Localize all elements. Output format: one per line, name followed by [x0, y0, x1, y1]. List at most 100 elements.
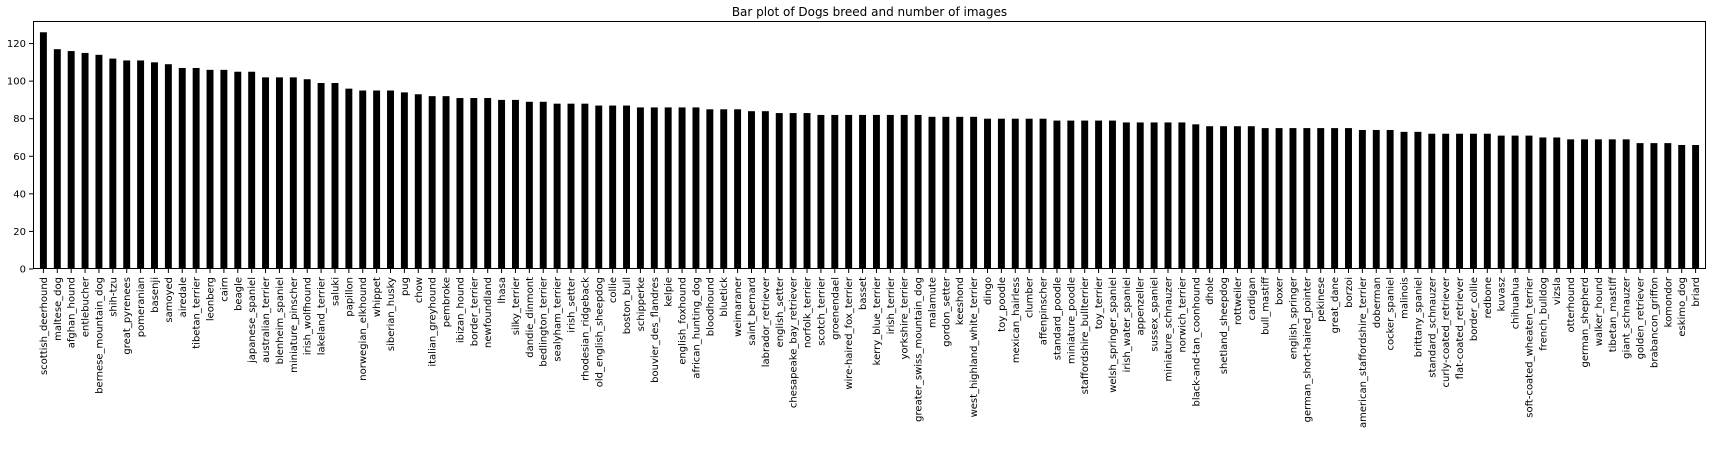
- x-tick-label: komondor: [1663, 276, 1674, 327]
- bar-flat-coated_retriever: [1456, 133, 1464, 269]
- bar-toy_poodle: [997, 118, 1005, 269]
- bar-standard_poodle: [1053, 120, 1061, 269]
- x-tick-label: cairn: [219, 277, 230, 302]
- bar-miniature_poodle: [1067, 120, 1075, 269]
- x-tick-label: border_collie: [1469, 277, 1480, 341]
- bar-lhasa: [498, 99, 506, 269]
- x-tick-label: black-and-tan_coonhound: [1191, 277, 1202, 407]
- x-tick-label: beagle: [233, 277, 244, 311]
- bar-vizsla: [1553, 137, 1561, 269]
- bar-collie: [609, 105, 617, 269]
- bar-groenendael: [831, 114, 839, 269]
- x-tick-label: australian_terrier: [261, 276, 272, 363]
- x-tick-label: eskimo_dog: [1677, 277, 1688, 337]
- bar-italian_greyhound: [428, 96, 436, 270]
- x-tick-label: irish_water_spaniel: [1122, 277, 1133, 372]
- bar-miniature_schnauzer: [1164, 122, 1172, 269]
- x-tick-label: labrador_retriever: [761, 276, 772, 367]
- x-tick-label: bloodhound: [705, 277, 716, 336]
- bar-entlebucher: [81, 52, 89, 269]
- x-tick-label: west_highland_white_terrier: [969, 276, 980, 417]
- bar-clumber: [1025, 118, 1033, 269]
- x-tick-label: chesapeake_bay_retriever: [789, 276, 800, 408]
- y-tick-label: 60: [13, 152, 26, 163]
- bar-blenheim_spaniel: [275, 77, 283, 269]
- bar-samoyed: [164, 64, 172, 270]
- x-tick-label: whippet: [372, 277, 383, 317]
- bar-bouvier_des_flandres: [650, 107, 658, 269]
- bar-african_hunting_dog: [692, 107, 700, 269]
- x-tick-label: irish_terrier: [886, 276, 897, 334]
- x-tick-label: border_terrier: [469, 276, 480, 346]
- bar-chesapeake_bay_retriever: [789, 113, 797, 269]
- x-tick-label: briard: [1691, 277, 1702, 307]
- x-tick-label: newfoundland: [483, 277, 494, 348]
- x-tick-label: standard_poodle: [1052, 277, 1063, 360]
- bar-soft-coated_wheaten_terrier: [1525, 135, 1533, 269]
- x-tick-label: malinois: [1400, 277, 1411, 319]
- bar-english_setter: [775, 113, 783, 269]
- bar-bernese_mountain_dog: [95, 54, 103, 269]
- x-tick-label: shetland_sheepdog: [1219, 277, 1230, 374]
- y-tick-label: 120: [7, 39, 26, 50]
- x-tick-label: silky_terrier: [511, 276, 522, 335]
- bar-papillon: [345, 88, 353, 269]
- x-tick-label: dingo: [983, 277, 994, 305]
- x-tick-label: african_hunting_dog: [691, 277, 702, 379]
- bar-pembroke: [442, 96, 450, 270]
- bar-curly-coated_retriever: [1442, 133, 1450, 269]
- x-tick-label: dandie_dinmont: [525, 277, 536, 358]
- x-tick-label: greater_swiss_mountain_dog: [914, 277, 925, 422]
- bars-group: [39, 32, 1700, 270]
- bar-tibetan_terrier: [192, 67, 200, 269]
- x-tick-label: weimaraner: [733, 276, 744, 337]
- bar-german_short-haired_pointer: [1303, 128, 1311, 269]
- bar-lakeland_terrier: [317, 83, 325, 269]
- bar-bedlington_terrier: [539, 101, 547, 269]
- x-tick-label: bedlington_terrier: [539, 276, 550, 367]
- bar-weimaraner: [734, 109, 742, 269]
- bar-mexican_hairless: [1011, 118, 1019, 269]
- x-tick-label: boxer: [1275, 276, 1286, 305]
- x-tick-label: irish_setter: [566, 276, 577, 333]
- x-tick-label: english_springer: [1288, 276, 1299, 359]
- bar-saluki: [331, 83, 339, 269]
- bar-rottweiler: [1233, 126, 1241, 270]
- bar-basset: [859, 114, 867, 269]
- x-tick-label: sealyham_terrier: [553, 276, 564, 361]
- x-tick-label: shih-tzu: [108, 277, 119, 317]
- bar-black-and-tan_coonhound: [1192, 124, 1200, 269]
- bar-shetland_sheepdog: [1220, 126, 1228, 270]
- x-tick-label: norfolk_terrier: [803, 276, 814, 348]
- bar-english_springer: [1289, 128, 1297, 269]
- bar-pug: [400, 92, 408, 269]
- x-tick-label: saint_bernard: [747, 277, 758, 346]
- x-tick-label: basset: [858, 277, 869, 310]
- bar-american_staffordshire_terrier: [1358, 129, 1366, 269]
- bar-saint_bernard: [748, 111, 755, 270]
- bar-basenji: [151, 62, 158, 269]
- bar-cocker_spaniel: [1386, 129, 1394, 269]
- bar-irish_water_spaniel: [1122, 122, 1130, 269]
- bar-affenpinscher: [1039, 118, 1047, 269]
- bar-border_terrier: [470, 98, 478, 269]
- x-tick-label: ibizan_hound: [455, 277, 466, 343]
- x-tick-label: walker_hound: [1594, 277, 1605, 346]
- bar-malamute: [928, 116, 936, 269]
- bar-beagle: [234, 71, 242, 269]
- bar-shih-tzu: [109, 58, 117, 269]
- x-tick-label: american_staffordshire_terrier: [1358, 276, 1369, 428]
- bar-scotch_terrier: [817, 114, 825, 269]
- bar-walker_hound: [1594, 139, 1602, 269]
- x-tick-label: german_short-haired_pointer: [1302, 276, 1313, 422]
- x-tick-label: gordon_setter: [941, 276, 952, 347]
- bar-newfoundland: [484, 98, 492, 269]
- bar-eskimo_dog: [1678, 145, 1686, 269]
- y-tick-label: 100: [7, 77, 26, 88]
- x-tick-label: pekinese: [1316, 277, 1327, 322]
- x-tick-label: japanese_spaniel: [247, 277, 258, 364]
- bar-gordon_setter: [942, 116, 950, 269]
- bar-brabancon_griffon: [1650, 143, 1658, 269]
- bar-bull_mastiff: [1261, 128, 1269, 269]
